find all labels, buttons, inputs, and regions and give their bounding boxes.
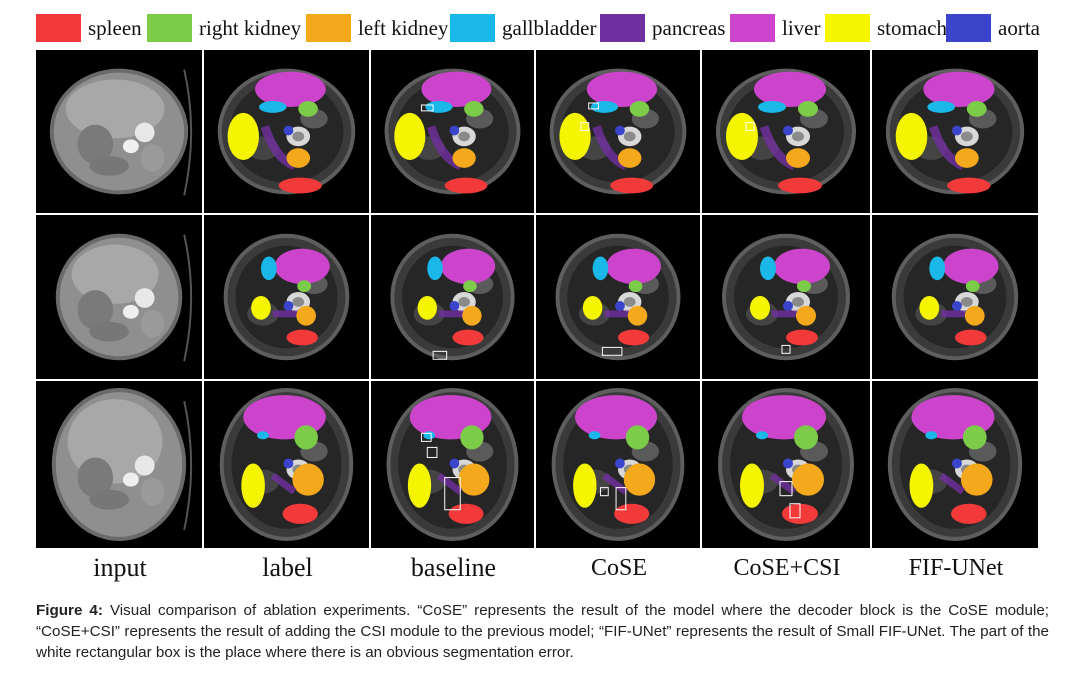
ct-slice-row3-fif-unet <box>872 381 1038 548</box>
image-grid <box>36 50 1040 550</box>
ct-slice-row2-baseline <box>371 215 534 379</box>
legend-label-gallbladder: gallbladder <box>502 16 597 40</box>
legend-label-aorta: aorta <box>998 16 1040 40</box>
legend-label-spleen: spleen <box>88 16 142 40</box>
legend-swatch-pancreas <box>600 14 645 42</box>
legend-label-pancreas: pancreas <box>652 16 726 40</box>
ct-slice-row2-label <box>204 215 369 379</box>
column-label-label: label <box>262 553 313 582</box>
legend-swatch-left-kidney <box>306 14 351 42</box>
ct-slice-row3-label <box>204 381 369 548</box>
legend: spleen right kidney left kidney gallblad… <box>36 12 1046 44</box>
column-label-baseline: baseline <box>410 553 497 582</box>
legend-label-right-kidney: right kidney <box>199 16 302 40</box>
column-label-input: input <box>93 553 147 582</box>
column-label-fif-unet: FIF-UNet <box>908 555 1004 581</box>
ct-slice-row3-baseline <box>371 381 534 548</box>
column-label-cose: CoSE <box>590 555 647 581</box>
ct-slice-row2-cose-csi <box>702 215 870 379</box>
legend-label-stomach: stomach <box>877 16 947 40</box>
ct-slice-row3-input <box>36 381 202 548</box>
ct-slice-row2-input <box>36 215 202 379</box>
legend-swatch-liver <box>730 14 775 42</box>
legend-swatch-aorta <box>946 14 991 42</box>
ct-slice-row3-cose <box>536 381 700 548</box>
legend-swatch-stomach <box>825 14 870 42</box>
ct-slice-row1-label <box>204 50 369 213</box>
ct-slice-row2-cose <box>536 215 700 379</box>
ct-slice-row2-fif-unet <box>872 215 1038 379</box>
legend-label-left-kidney: left kidney <box>358 16 449 40</box>
ct-slice-row3-cose-csi <box>702 381 870 548</box>
figure-caption: Figure 4: Visual comparison of ablation … <box>36 600 1049 663</box>
caption-label: Figure 4: <box>36 602 103 619</box>
ct-slice-row1-input <box>36 50 202 213</box>
column-label-cose-csi: CoSE+CSI <box>733 555 841 581</box>
caption-text: Visual comparison of ablation experiment… <box>36 602 1049 661</box>
legend-swatch-gallbladder <box>450 14 495 42</box>
ct-slice-row1-fif-unet <box>872 50 1038 213</box>
legend-swatch-right-kidney <box>147 14 192 42</box>
legend-swatch-spleen <box>36 14 81 42</box>
legend-label-liver: liver <box>782 16 821 40</box>
ct-slice-row1-cose-csi <box>702 50 870 213</box>
ct-slice-row1-baseline <box>371 50 534 213</box>
ct-slice-row1-cose <box>536 50 700 213</box>
